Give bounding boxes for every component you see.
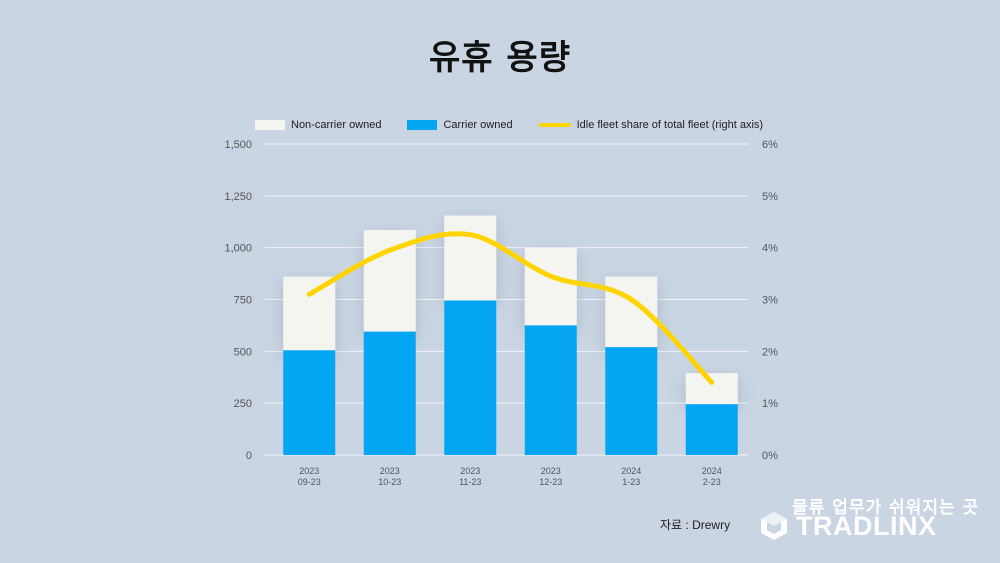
y-tick-label: 0 (246, 450, 252, 462)
y2-tick-label: 2% (762, 346, 778, 358)
x-tick-label: 2023 (380, 466, 400, 476)
y2-tick-label: 4% (762, 243, 778, 255)
bar-carrier (524, 325, 577, 455)
y-tick-label: 1,500 (224, 139, 252, 151)
y2-tick-label: 1% (762, 398, 778, 410)
bar-carrier (605, 347, 658, 455)
y-tick-label: 1,250 (224, 191, 252, 203)
y-tick-label: 1,000 (224, 243, 252, 255)
idle-share-line (306, 231, 715, 385)
bar-carrier (444, 300, 497, 455)
source-note: 자료 : Drewry (660, 518, 731, 532)
legend: Non-carrier owned Carrier owned Idle fle… (255, 119, 789, 131)
chart-title: 유휴 용량 (429, 38, 571, 78)
x-tick-label: 2023 (460, 466, 480, 476)
legend-swatch-carrier (407, 120, 438, 130)
bar-non-carrier (685, 373, 738, 405)
x-tick-label: 2023 (299, 466, 319, 476)
y2-tick-label: 5% (762, 191, 778, 203)
brand-tagline: 물류 업무가 쉬워지는 곳 (792, 498, 980, 518)
brand-name: TRADLINX (796, 510, 937, 541)
bar-non-carrier (524, 247, 577, 326)
legend-swatch-non-carrier (255, 120, 285, 130)
legend-item-non-carrier: Non-carrier owned (255, 119, 381, 131)
bar-non-carrier (444, 215, 497, 301)
bar-carrier (363, 331, 416, 455)
x-tick-label: 2024 (702, 466, 722, 476)
legend-item-carrier: Carrier owned (407, 119, 513, 131)
x-tick-label: 2023 (541, 466, 561, 476)
x-tick-label: 10-23 (378, 477, 401, 487)
legend-label-non-carrier: Non-carrier owned (291, 119, 382, 131)
bar-carrier (283, 350, 336, 455)
y-tick-label: 500 (234, 346, 252, 358)
y-tick-label: 250 (234, 398, 252, 410)
x-tick-label: 12-23 (539, 477, 562, 487)
x-tick-label: 09-23 (298, 477, 321, 487)
y2-tick-label: 0% (762, 450, 778, 462)
brand-logo-block: TRADLINX (758, 510, 937, 542)
x-tick-label: 2-23 (703, 477, 721, 487)
bar-carrier (685, 404, 738, 455)
bar-non-carrier (283, 276, 336, 351)
y-tick-label: 750 (234, 295, 252, 307)
x-tick-label: 2024 (621, 466, 641, 476)
bar-non-carrier (363, 230, 416, 332)
legend-swatch-idle-share (538, 123, 571, 127)
legend-label-idle-share: Idle fleet share of total fleet (right a… (576, 119, 764, 131)
x-tick-label: 1-23 (622, 477, 640, 487)
x-tick-label: 11-23 (459, 477, 481, 487)
legend-label-carrier: Carrier owned (443, 119, 513, 131)
y2-tick-label: 3% (762, 295, 778, 307)
y2-tick-label: 6% (762, 139, 778, 151)
legend-item-idle-share: Idle fleet share of total fleet (right a… (538, 119, 764, 131)
tradlinx-logo-icon (761, 512, 787, 540)
